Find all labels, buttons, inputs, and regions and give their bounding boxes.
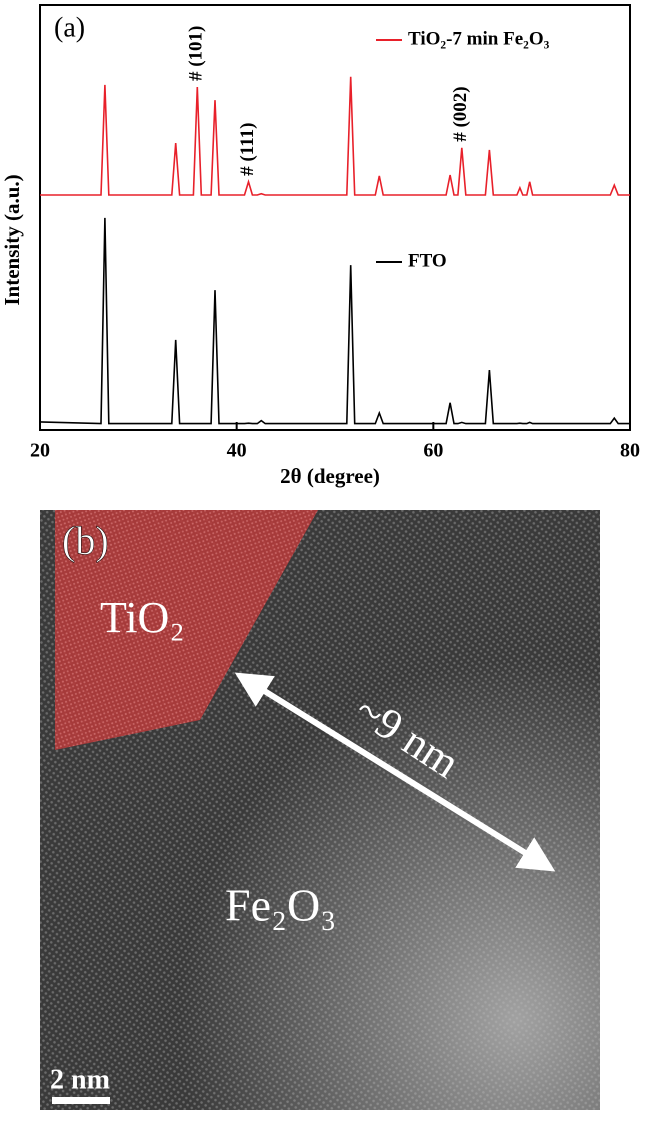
size-arrow — [234, 672, 556, 872]
series-line — [40, 76, 630, 196]
tem-image: (b) TiO₂ ~9 nm Fe₂O₃ 2 nm — [40, 510, 600, 1110]
peak-annotation: # (002) — [450, 86, 471, 141]
fe2o3-label: Fe₂O₃ — [225, 880, 336, 931]
y-axis-label: Intensity (a.u.) — [0, 174, 24, 305]
panel-label: (a) — [54, 12, 85, 43]
x-tick-label: 40 — [227, 440, 247, 462]
legend-label: TiO₂-7 min Fe₂O₃ — [408, 28, 550, 49]
x-axis-label: 2θ (degree) — [280, 464, 380, 488]
tio2-region — [55, 510, 318, 750]
xrd-chart: (a) 2θ (degree) Intensity (a.u.) 20 40 60 8… — [0, 4, 640, 488]
legend-label: FTO — [408, 250, 447, 271]
tio2-label: TiO₂ — [100, 593, 185, 642]
x-tick-label: 20 — [30, 440, 50, 462]
scale-bar — [52, 1097, 110, 1104]
panel-label: (b) — [62, 518, 109, 563]
x-tick-label: 60 — [423, 440, 443, 462]
peak-annotation: # (111) — [237, 122, 258, 175]
series-line — [39, 217, 630, 425]
scale-label: 2 nm — [50, 1064, 110, 1095]
plot-frame — [39, 4, 631, 431]
peak-annotation: # (101) — [186, 26, 207, 81]
x-tick-label: 80 — [620, 440, 640, 462]
